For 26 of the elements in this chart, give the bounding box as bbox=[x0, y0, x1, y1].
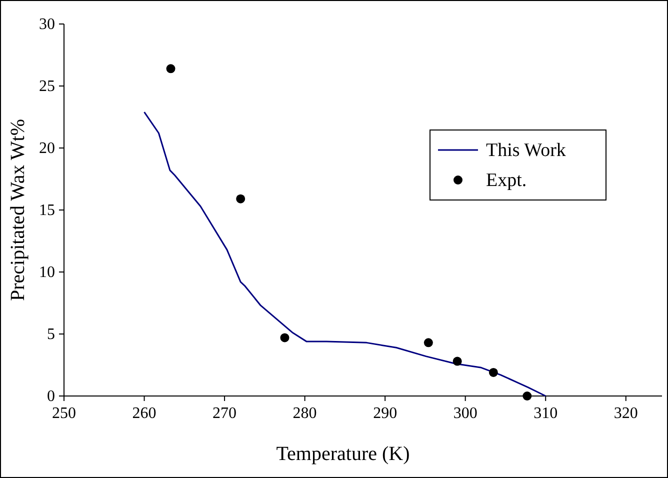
point bbox=[522, 392, 532, 400]
y-tick-label: 30 bbox=[39, 16, 55, 33]
x-tick-label: 290 bbox=[373, 405, 398, 422]
x-tick-label: 250 bbox=[52, 405, 76, 422]
x-tick-label: 280 bbox=[292, 405, 317, 422]
x-tick-label: 300 bbox=[453, 405, 478, 422]
point bbox=[280, 333, 290, 342]
point bbox=[236, 194, 246, 204]
y-tick-label: 25 bbox=[39, 78, 55, 95]
y-tick-label: 20 bbox=[39, 140, 55, 157]
x-axis-title: Temperature (K) bbox=[276, 443, 410, 465]
y-tick-label: 10 bbox=[39, 264, 55, 281]
point bbox=[166, 64, 176, 74]
y-tick-label: 0 bbox=[47, 388, 55, 405]
legend-label: This Work bbox=[486, 140, 566, 161]
y-tick-label: 15 bbox=[39, 202, 55, 219]
legend-label: Expt. bbox=[486, 170, 527, 191]
x-tick-label: 310 bbox=[534, 405, 558, 422]
point bbox=[452, 356, 462, 366]
point bbox=[424, 338, 433, 348]
point bbox=[488, 368, 498, 377]
y-tick-label: 5 bbox=[47, 326, 55, 343]
x-tick-label: 270 bbox=[212, 405, 237, 422]
x-tick-label: 320 bbox=[614, 405, 638, 422]
x-tick-label: 260 bbox=[132, 405, 156, 422]
y-axis-title: Precipitated Wax Wt% bbox=[7, 118, 29, 302]
